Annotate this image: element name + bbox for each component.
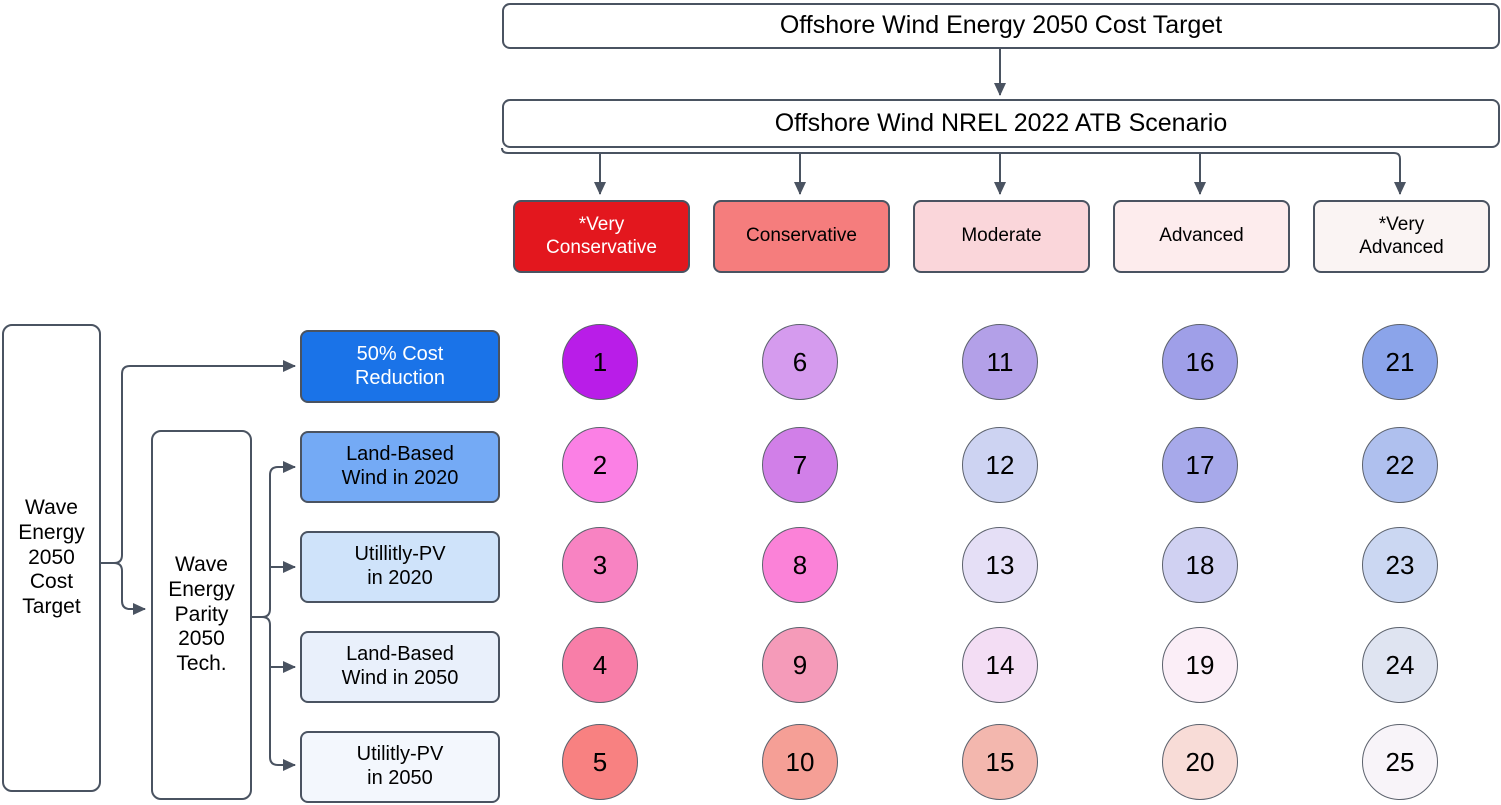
scenario-box-very-advanced: *Very Advanced [1313,200,1490,273]
matrix-circle-20: 20 [1162,724,1238,800]
matrix-circle-19: 19 [1162,627,1238,703]
scenario-box-advanced: Advanced [1113,200,1290,273]
matrix-circle-24: 24 [1362,627,1438,703]
matrix-circle-5: 5 [562,724,638,800]
matrix-circle-3: 3 [562,527,638,603]
metric-box-land-based-wind-2020: Land-Based Wind in 2020 [300,431,500,503]
matrix-circle-18: 18 [1162,527,1238,603]
metric-box-utility-pv-2020: Utillitly-PV in 2020 [300,531,500,603]
offshore-atb-scenario-box: Offshore Wind NREL 2022 ATB Scenario [502,99,1500,148]
metric-box-utility-pv-2050: Utilitly-PV in 2050 [300,731,500,803]
offshore-cost-target-box: Offshore Wind Energy 2050 Cost Target [502,3,1500,49]
matrix-circle-1: 1 [562,324,638,400]
matrix-circle-15: 15 [962,724,1038,800]
matrix-circle-25: 25 [1362,724,1438,800]
matrix-circle-6: 6 [762,324,838,400]
matrix-circle-17: 17 [1162,427,1238,503]
matrix-circle-14: 14 [962,627,1038,703]
metric-box-land-based-wind-2050: Land-Based Wind in 2050 [300,631,500,703]
metric-box-cost-reduction: 50% Cost Reduction [300,330,500,403]
matrix-circle-16: 16 [1162,324,1238,400]
matrix-circle-11: 11 [962,324,1038,400]
matrix-circle-10: 10 [762,724,838,800]
matrix-circle-4: 4 [562,627,638,703]
arrow-root-to-parity [113,562,146,615]
matrix-circle-13: 13 [962,527,1038,603]
matrix-circle-8: 8 [762,527,838,603]
matrix-circle-22: 22 [1362,427,1438,503]
matrix-circle-21: 21 [1362,324,1438,400]
scenario-box-very-conservative: *Very Conservative [513,200,690,273]
arrow-parity-to-lbw2020 [261,461,296,618]
wave-cost-target-box: Wave Energy 2050 Cost Target [2,324,101,792]
scenario-box-conservative: Conservative [713,200,890,273]
arrow-parity-to-upv2050 [261,616,296,771]
scenario-box-moderate: Moderate [913,200,1090,273]
wave-parity-box: Wave Energy Parity 2050 Tech. [151,430,252,800]
matrix-circle-12: 12 [962,427,1038,503]
matrix-circle-9: 9 [762,627,838,703]
matrix-circle-23: 23 [1362,527,1438,603]
matrix-circle-7: 7 [762,427,838,503]
scenario-rail [501,147,1406,195]
matrix-circle-2: 2 [562,427,638,503]
